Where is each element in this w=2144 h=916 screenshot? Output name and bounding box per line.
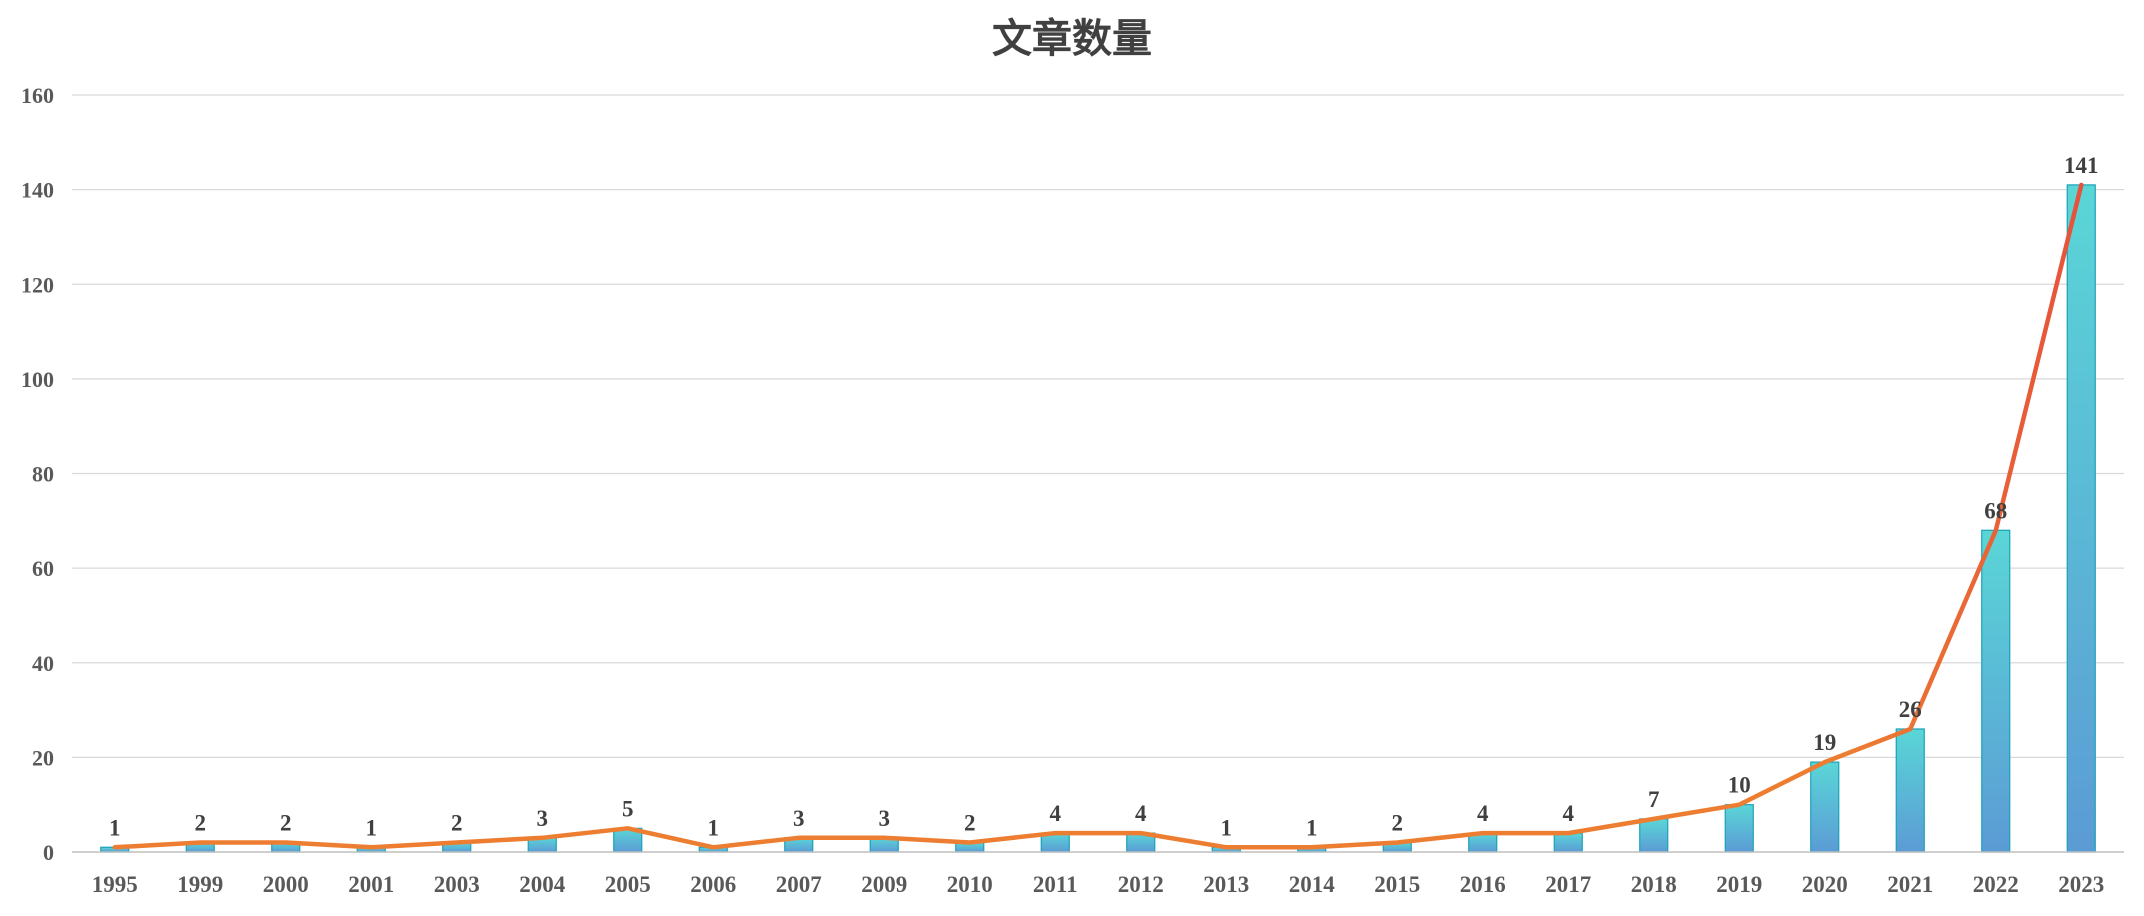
x-tick-label: 2012 [1118,872,1164,897]
data-label: 1 [1221,815,1233,840]
chart-title: 文章数量 [992,16,1152,62]
y-tick-label: 120 [21,272,54,297]
x-tick-label: 2000 [263,872,309,897]
data-label: 3 [537,806,549,831]
y-tick-label: 60 [32,556,54,581]
data-label: 4 [1135,801,1147,826]
x-tick-label: 2022 [1973,872,2019,897]
data-label: 19 [1813,730,1836,755]
x-tick-label: 2011 [1033,872,1078,897]
gridlines [72,94,2124,758]
x-tick-label: 2010 [947,872,993,897]
x-tick-label: 2018 [1631,872,1677,897]
x-tick-label: 2009 [861,872,907,897]
bars [100,184,2096,853]
x-tick-label: 1999 [177,872,223,897]
x-tick-label: 2015 [1374,872,1420,897]
y-tick-label: 140 [21,178,54,203]
trend-line [112,182,2084,850]
data-label: 4 [1050,801,1062,826]
x-tick-label: 2016 [1460,872,1506,897]
x-tick-label: 2003 [434,872,480,897]
data-label: 1 [708,815,720,840]
x-tick-label: 1995 [92,872,138,897]
x-tick-label: 2007 [776,872,822,897]
x-tick-label: 2017 [1545,872,1591,897]
x-tick-label: 2006 [690,872,736,897]
bar [1724,804,1754,853]
x-tick-label: 2001 [348,872,394,897]
x-tick-label: 2005 [605,872,651,897]
data-label: 4 [1477,801,1489,826]
x-axis: 1995 1999 2000 2001 2003 2004 2005 2006 2007 2009… [92,872,2105,897]
data-label: 2 [195,811,207,836]
data-label: 1 [366,815,378,840]
x-tick-label: 2013 [1203,872,1249,897]
data-label: 2 [451,811,463,836]
x-tick-label: 2014 [1289,872,1336,897]
bar [1895,728,1925,853]
y-tick-label: 20 [32,745,54,770]
y-tick-label: 40 [32,651,54,676]
x-tick-label: 2004 [519,872,566,897]
x-tick-label: 2020 [1802,872,1848,897]
bar [1981,529,2011,853]
y-tick-label: 80 [32,462,54,487]
trend-line-group [112,182,2084,850]
data-label: 2 [1392,811,1404,836]
data-label: 5 [622,796,634,821]
bar [1639,818,1669,853]
y-axis: 0 20 40 60 80 100 120 140 160 [21,83,54,865]
data-label: 1 [109,815,121,840]
data-label: 3 [793,806,805,831]
data-label: 1 [1306,815,1318,840]
x-tick-label: 2019 [1716,872,1762,897]
bar [1553,832,1583,853]
data-label: 3 [879,806,891,831]
data-label: 68 [1984,498,2007,523]
bar [1810,761,1840,853]
y-tick-label: 100 [21,367,54,392]
data-label: 4 [1563,801,1575,826]
data-label: 7 [1648,787,1660,812]
data-label: 26 [1899,697,1922,722]
data-label: 2 [280,811,292,836]
y-tick-label: 0 [43,840,54,865]
data-labels: 1 2 2 1 2 3 5 1 3 3 2 4 4 1 1 2 4 4 7 10 19 26 68 141 [109,153,2099,840]
data-label: 141 [2064,153,2099,178]
x-tick-label: 2023 [2058,872,2104,897]
x-tick-label: 2021 [1887,872,1933,897]
data-label: 2 [964,811,976,836]
bar [2066,184,2096,853]
data-label: 10 [1728,773,1751,798]
y-tick-label: 160 [21,83,54,108]
